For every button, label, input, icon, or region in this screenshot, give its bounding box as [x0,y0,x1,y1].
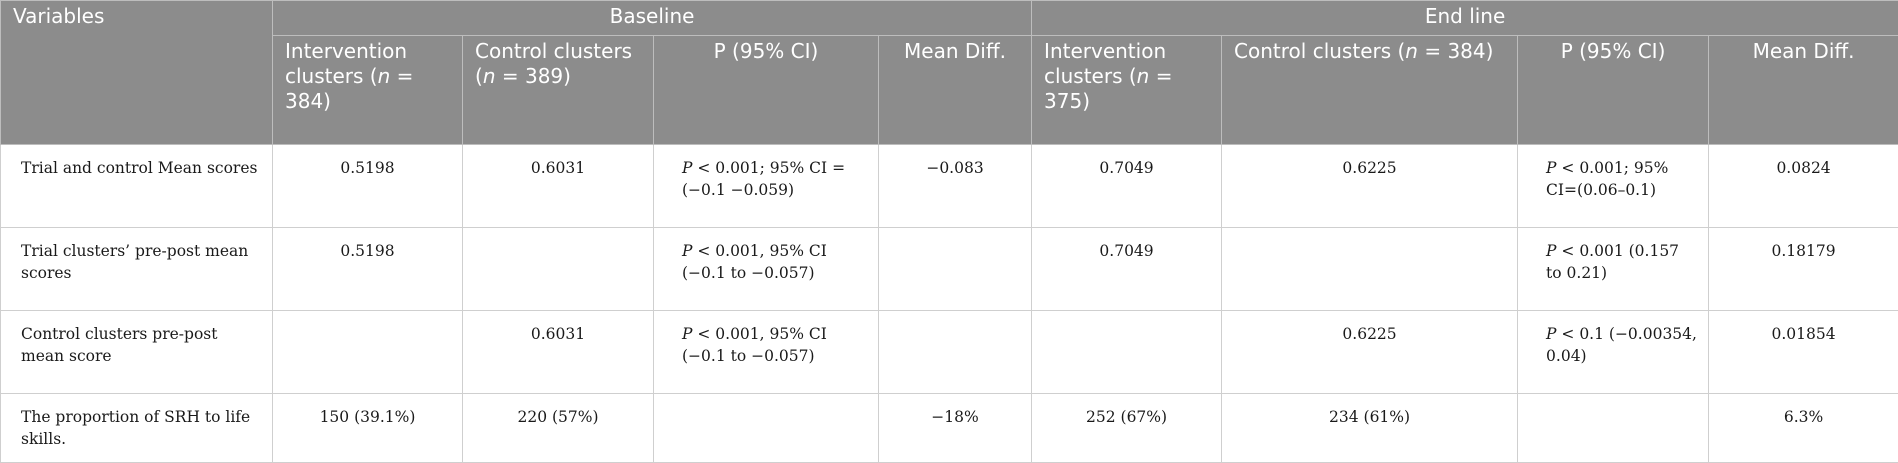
cell-baseline-control [463,228,654,311]
table-row: The proportion of SRH to life skills. 15… [1,394,1898,463]
table-header: Variables Baseline End line Intervention… [1,1,1898,145]
cell-variable: The proportion of SRH to life skills. [1,394,273,463]
cell-baseline-intervention: 0.5198 [273,228,463,311]
cell-endline-mean-diff: 0.0824 [1709,145,1898,228]
cell-endline-intervention: 0.7049 [1032,228,1222,311]
table-row: Trial and control Mean scores 0.5198 0.6… [1,145,1898,228]
cell-baseline-mean-diff: −18% [879,394,1032,463]
cell-baseline-p [654,394,879,463]
cell-endline-p: P < 0.001; 95% CI=(0.06–0.1) [1518,145,1709,228]
cell-endline-intervention [1032,311,1222,394]
header-endline-mean-diff: Mean Diff. [1709,36,1898,145]
cell-baseline-mean-diff [879,228,1032,311]
cell-variable: Trial clusters’ pre-post mean scores [1,228,273,311]
cell-endline-p [1518,394,1709,463]
cell-baseline-p: P < 0.001; 95% CI = (−0.1 −0.059) [654,145,879,228]
cell-baseline-intervention: 0.5198 [273,145,463,228]
cell-endline-control: 0.6225 [1222,311,1518,394]
cell-endline-mean-diff: 0.18179 [1709,228,1898,311]
cell-baseline-p: P < 0.001, 95% CI (−0.1 to −0.057) [654,228,879,311]
table-row: Control clusters pre-post mean score 0.6… [1,311,1898,394]
cell-endline-control [1222,228,1518,311]
header-endline: End line [1032,1,1898,36]
cell-baseline-intervention: 150 (39.1%) [273,394,463,463]
header-endline-control: Control clusters (n = 384) [1222,36,1518,145]
cell-baseline-control: 0.6031 [463,145,654,228]
cell-variable: Trial and control Mean scores [1,145,273,228]
cell-endline-control: 234 (61%) [1222,394,1518,463]
cell-baseline-control: 220 (57%) [463,394,654,463]
cell-endline-intervention: 252 (67%) [1032,394,1222,463]
table-row: Trial clusters’ pre-post mean scores 0.5… [1,228,1898,311]
cell-endline-mean-diff: 0.01854 [1709,311,1898,394]
table-body: Trial and control Mean scores 0.5198 0.6… [1,145,1898,463]
cell-endline-p: P < 0.1 (−0.00354, 0.04) [1518,311,1709,394]
cell-endline-control: 0.6225 [1222,145,1518,228]
cell-endline-intervention: 0.7049 [1032,145,1222,228]
header-row-columns: Intervention clusters (n = 384) Control … [1,36,1898,145]
cell-baseline-mean-diff [879,311,1032,394]
header-baseline: Baseline [273,1,1032,36]
cell-baseline-control: 0.6031 [463,311,654,394]
header-baseline-intervention: Intervention clusters (n = 384) [273,36,463,145]
cell-endline-mean-diff: 6.3% [1709,394,1898,463]
cell-endline-p: P < 0.001 (0.157 to 0.21) [1518,228,1709,311]
header-endline-p: P (95% CI) [1518,36,1709,145]
header-baseline-control: Control clusters (n = 389) [463,36,654,145]
header-baseline-mean-diff: Mean Diff. [879,36,1032,145]
cell-variable: Control clusters pre-post mean score [1,311,273,394]
cell-baseline-mean-diff: −0.083 [879,145,1032,228]
header-endline-intervention: Intervention clusters (n = 375) [1032,36,1222,145]
cell-baseline-intervention [273,311,463,394]
header-baseline-p: P (95% CI) [654,36,879,145]
header-row-groups: Variables Baseline End line [1,1,1898,36]
header-variables: Variables [1,1,273,145]
cell-baseline-p: P < 0.001, 95% CI (−0.1 to −0.057) [654,311,879,394]
